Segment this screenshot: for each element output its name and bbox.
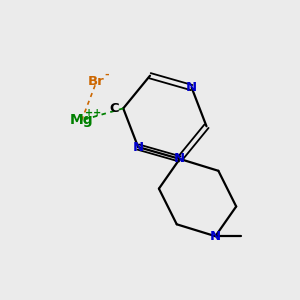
- Text: Mg: Mg: [70, 113, 94, 127]
- Text: Br: Br: [88, 75, 105, 88]
- Text: -: -: [104, 70, 109, 80]
- Text: C: C: [110, 102, 119, 115]
- Text: N: N: [210, 230, 221, 243]
- Text: N: N: [186, 81, 197, 94]
- Text: ++: ++: [85, 108, 101, 118]
- Text: N: N: [174, 152, 185, 165]
- Text: N: N: [133, 140, 144, 154]
